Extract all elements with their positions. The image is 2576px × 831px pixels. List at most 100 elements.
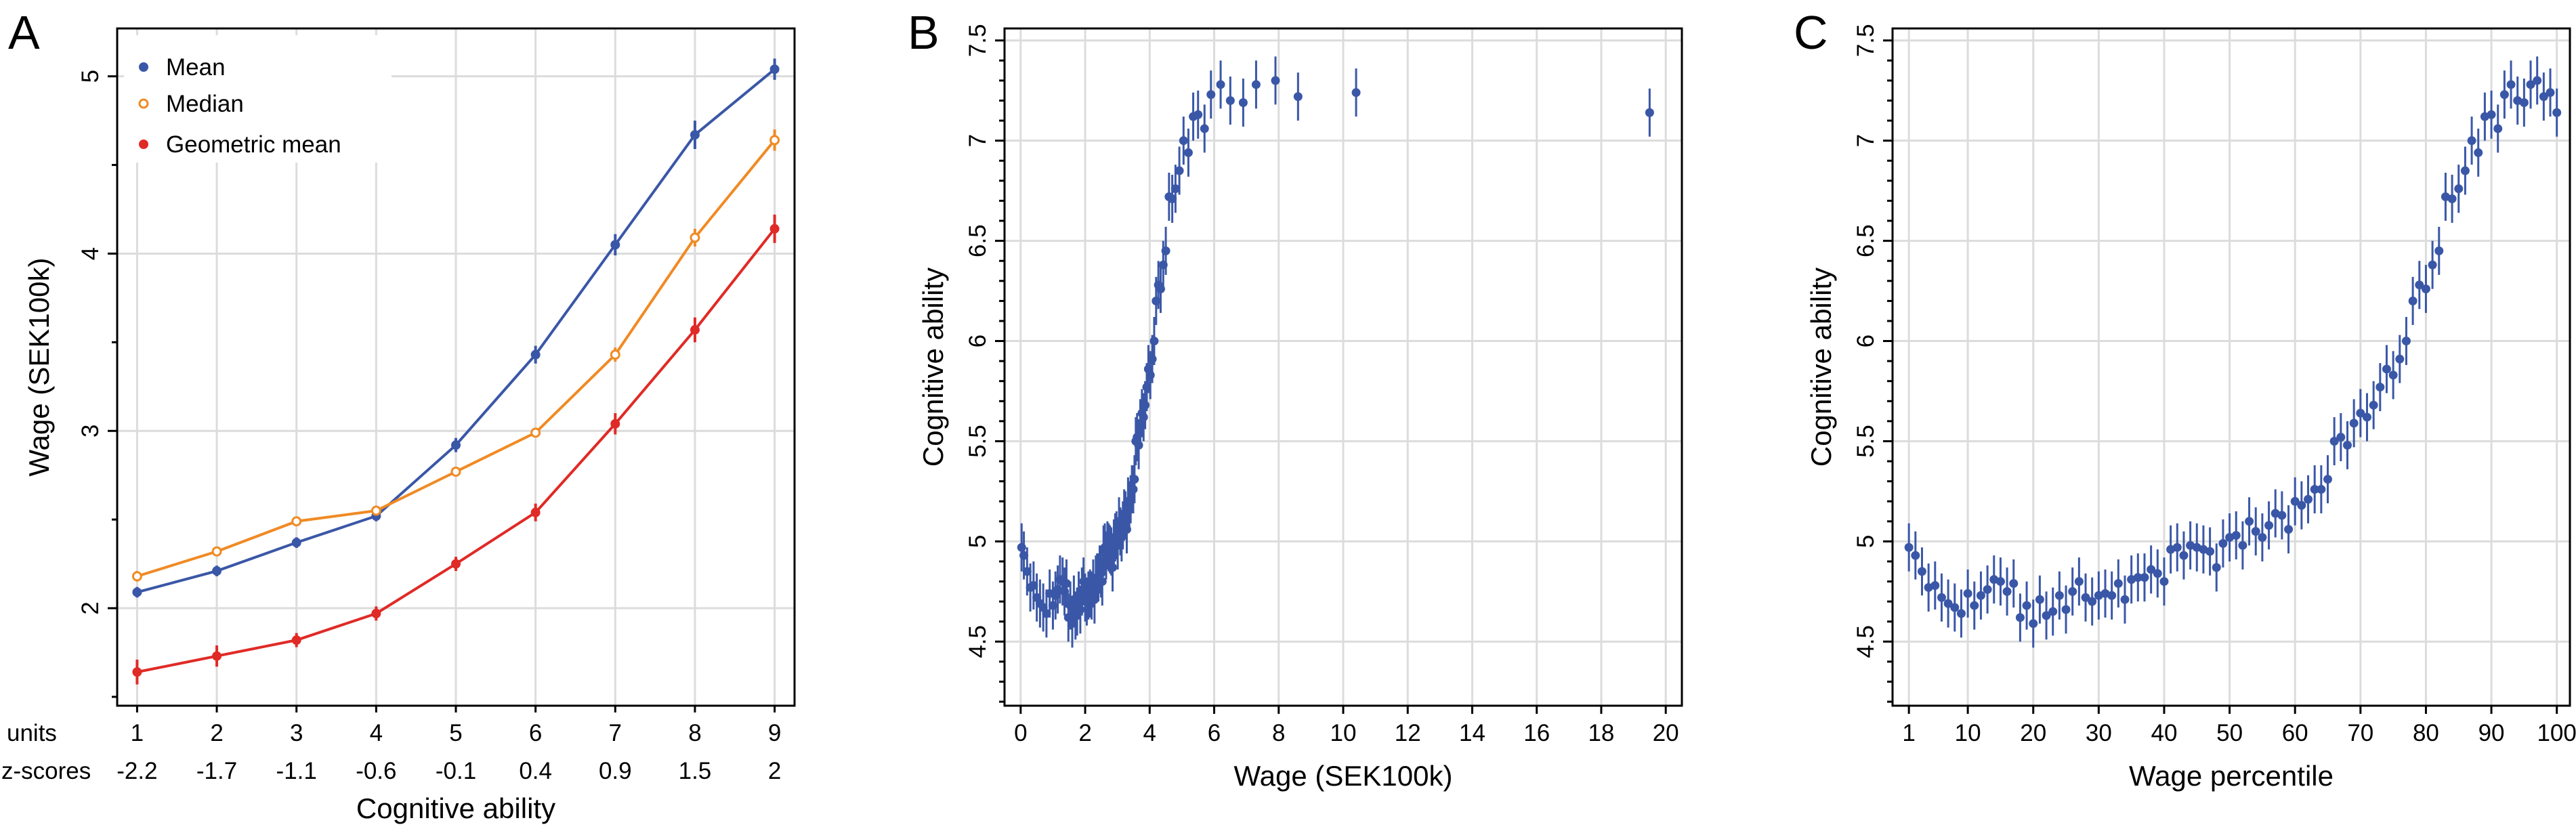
panel-c-point bbox=[2408, 296, 2417, 305]
panel-b-x-tick-label: 16 bbox=[1523, 720, 1550, 746]
legend-geometric-mean-marker bbox=[139, 140, 148, 149]
panel-c-x-ticks: 1 10 20 30 40 50 60 70 80 90 100 bbox=[1902, 706, 2576, 746]
legend-background bbox=[124, 35, 392, 163]
panel-c-point bbox=[1976, 591, 1985, 600]
panel-b-point bbox=[1293, 92, 1303, 102]
panel-c-letter: C bbox=[1794, 6, 1828, 59]
panel-c-point bbox=[2546, 88, 2555, 98]
panel-b-point bbox=[1200, 124, 1209, 133]
panel-c-point bbox=[2140, 573, 2149, 582]
panel-c-point bbox=[2015, 613, 2025, 622]
panel-b-x-tick-label: 12 bbox=[1395, 720, 1421, 746]
panel-c-point bbox=[2048, 607, 2058, 616]
panel-b-y-tick-label: 7 bbox=[965, 134, 991, 147]
panel-c-point bbox=[2205, 547, 2215, 556]
panel-a-zscore-label: -1.7 bbox=[196, 758, 237, 784]
panel-c-points bbox=[1904, 76, 2562, 628]
panel-c-point bbox=[1970, 601, 1979, 610]
panel-c-point bbox=[2421, 284, 2430, 294]
panel-c-point bbox=[2493, 124, 2503, 133]
panel-b-point bbox=[1147, 354, 1157, 364]
panel-b-x-tick-label: 20 bbox=[1653, 720, 1679, 746]
panel-c-point bbox=[2454, 184, 2464, 194]
panel-c-point bbox=[2467, 136, 2476, 146]
panel-c-x-tick-label: 70 bbox=[2347, 720, 2373, 746]
panel-b-point bbox=[1645, 108, 1654, 117]
panel-c-point bbox=[2336, 433, 2346, 442]
panel-b-x-tick-label: 4 bbox=[1143, 720, 1156, 746]
panel-c-point bbox=[2356, 408, 2365, 418]
panel-b-point bbox=[1271, 76, 1280, 85]
panel-b-x-ticks: 0 2 4 6 8 10 12 14 16 18 20 bbox=[1014, 706, 1679, 746]
panel-a-x-axis-title: Cognitive ability bbox=[356, 792, 555, 824]
panel-c-point bbox=[2088, 597, 2097, 606]
panel-c-point bbox=[2081, 593, 2090, 602]
panel-b-point bbox=[1139, 412, 1148, 422]
panel-c-point bbox=[2533, 76, 2542, 85]
panel-b-point bbox=[1168, 194, 1177, 203]
point-geomean bbox=[132, 667, 142, 677]
panel-c-point bbox=[2519, 98, 2529, 107]
legend-item-geometric-mean: Geometric mean bbox=[139, 131, 341, 158]
panel-c-frame bbox=[1891, 27, 2571, 707]
panel-a-zscores-label: z-scores bbox=[1, 758, 91, 784]
panel-c-point bbox=[2113, 579, 2123, 589]
panel-c-point bbox=[2218, 538, 2228, 548]
panel-b-point bbox=[1133, 433, 1142, 442]
legend-median-marker bbox=[138, 98, 149, 109]
panel-a: A 2 3 4 5 1 -2.2 2 -1.7 3 -1.1 4 -0.6 5 -0.1 6 0.4 7 0.9… bbox=[1, 6, 796, 824]
panel-c-y-tick-label: 7 bbox=[1853, 134, 1879, 147]
panel-c-point bbox=[2290, 496, 2300, 506]
panel-c-y-tick-label: 6.5 bbox=[1853, 224, 1879, 257]
panel-b-point bbox=[1022, 567, 1032, 576]
panel-a-x-tick-label: 4 bbox=[370, 720, 383, 746]
panel-b-y-tick-label: 4.5 bbox=[965, 625, 991, 658]
panel-c-x-axis-title: Wage percentile bbox=[2129, 760, 2334, 792]
panel-c-point bbox=[1930, 580, 1940, 590]
panel-b-point bbox=[1107, 547, 1116, 556]
panel-c-point bbox=[2297, 500, 2306, 510]
panel-b-point bbox=[1170, 184, 1180, 194]
panel-b-point bbox=[1183, 148, 1193, 157]
panel-b-y-tick-label: 6 bbox=[965, 335, 991, 347]
panel-c-point bbox=[2133, 573, 2142, 582]
panel-b-y-tick-label: 7.5 bbox=[965, 24, 991, 57]
panel-c-point bbox=[2212, 563, 2221, 572]
panel-b-x-tick-label: 6 bbox=[1208, 720, 1221, 746]
panel-b-point bbox=[1113, 540, 1122, 550]
panel-c-point bbox=[1911, 551, 1920, 560]
point-median bbox=[530, 427, 541, 438]
panel-c-point bbox=[2068, 587, 2077, 596]
point-geomean bbox=[371, 608, 381, 618]
panel-c-point bbox=[2002, 587, 2012, 596]
panel-b-point bbox=[1019, 551, 1029, 560]
panel-c-point bbox=[2434, 246, 2444, 255]
panel-b-point bbox=[1121, 511, 1131, 520]
panel-b-point bbox=[1096, 569, 1105, 578]
panel-b-point bbox=[1142, 383, 1152, 392]
panel-b-point bbox=[1126, 494, 1135, 504]
point-geomean bbox=[690, 325, 700, 335]
panel-c-point bbox=[2382, 364, 2391, 374]
panel-b-point bbox=[1029, 580, 1038, 590]
panel-c-point bbox=[2401, 337, 2411, 346]
legend-mean-label: Mean bbox=[166, 54, 226, 81]
panel-b-point bbox=[1076, 605, 1085, 614]
panel-c-point bbox=[2362, 412, 2371, 422]
panel-c-y-axis-title: Cognitive ability bbox=[1805, 268, 1837, 467]
panel-c-point bbox=[2487, 110, 2496, 119]
panel-b-y-ticks: 4.5 5 5.5 6 6.5 7 7.5 bbox=[965, 24, 1005, 703]
panel-c-point bbox=[2054, 591, 2064, 600]
point-median bbox=[450, 466, 461, 477]
panel-b-y-tick-label: 5.5 bbox=[965, 425, 991, 458]
panel-c-x-tick-label: 100 bbox=[2537, 720, 2576, 746]
point-geomean bbox=[530, 507, 541, 517]
panel-c-point bbox=[1956, 609, 1966, 618]
panel-c-point bbox=[2428, 260, 2437, 270]
panel-b: B 4.5 5 5.5 6 6.5 7 7.5 0 2 4 6 8 10 12 14 16 18 20 Wage… bbox=[908, 6, 1683, 792]
point-median bbox=[291, 516, 302, 527]
panel-b-point bbox=[1108, 563, 1118, 572]
panel-b-point bbox=[1216, 80, 1225, 89]
panel-a-units-label: units bbox=[7, 720, 57, 746]
panel-a-zscore-label: 2 bbox=[768, 758, 781, 784]
